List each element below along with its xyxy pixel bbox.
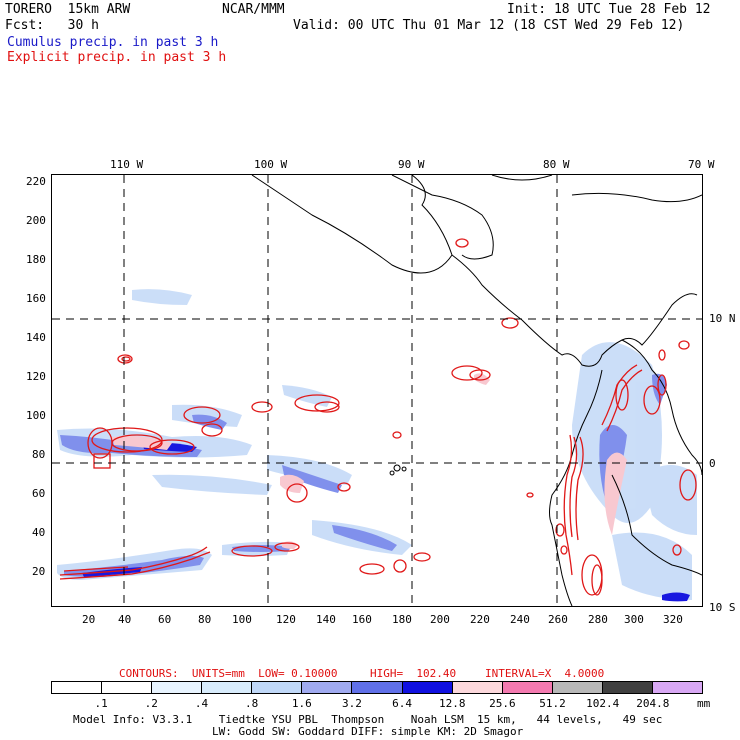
y-tick-20: 20 xyxy=(32,565,46,578)
colorbar-cell xyxy=(52,682,103,693)
x-tick-180: 180 xyxy=(392,613,412,626)
latlon-grid xyxy=(52,175,702,606)
contour-info-high: HIGH= 102.40 xyxy=(370,667,457,680)
lon-label-90w: 90 W xyxy=(398,158,425,171)
colorbar-cell xyxy=(552,682,603,693)
y-tick-200: 200 xyxy=(26,214,46,227)
model-info-line2: LW: Godd SW: Goddard DIFF: simple KM: 2D… xyxy=(212,725,524,738)
precip-map xyxy=(52,175,702,606)
lat-label-10s: 10 S xyxy=(709,601,736,614)
colorbar-label: 1.6 xyxy=(291,697,312,710)
contour-info-prefix: CONTOURS: UNITS=mm LOW= 0.10000 xyxy=(119,667,338,680)
x-tick-280: 280 xyxy=(588,613,608,626)
lon-label-80w: 80 W xyxy=(543,158,570,171)
y-tick-180: 180 xyxy=(26,253,46,266)
x-tick-320: 320 xyxy=(663,613,683,626)
valid-time: Valid: 00 UTC Thu 01 Mar 12 (18 CST Wed … xyxy=(293,18,685,33)
x-tick-120: 120 xyxy=(276,613,296,626)
coastlines xyxy=(251,175,702,606)
colorbar-label: 51.2 xyxy=(539,697,566,710)
y-tick-100: 100 xyxy=(26,409,46,422)
colorbar-label: 6.4 xyxy=(392,697,412,710)
lon-label-100w: 100 W xyxy=(254,158,288,171)
y-tick-80: 80 xyxy=(32,448,46,461)
x-tick-20: 20 xyxy=(82,613,96,626)
y-tick-220: 220 xyxy=(26,175,46,188)
colorbar-cell xyxy=(352,682,403,693)
x-tick-100: 100 xyxy=(232,613,252,626)
x-tick-200: 200 xyxy=(430,613,450,626)
colorbar-cell xyxy=(102,682,153,693)
x-tick-160: 160 xyxy=(352,613,372,626)
field-explicit-label: Explicit precip. in past 3 h xyxy=(7,50,227,65)
colorbar-label: 3.2 xyxy=(341,697,362,710)
model-info-line1: Model Info: V3.3.1 Tiedtke YSU PBL Thomp… xyxy=(73,713,663,726)
colorbar-label: 204.8 xyxy=(636,697,670,710)
colorbar-cell xyxy=(652,682,703,693)
lat-label-10n: 10 N xyxy=(709,312,736,325)
y-tick-160: 160 xyxy=(26,292,46,305)
x-tick-140: 140 xyxy=(316,613,336,626)
colorbar-label: .1 xyxy=(94,697,108,710)
colorbar-label: .4 xyxy=(194,697,209,710)
colorbar-label: 25.6 xyxy=(489,697,516,710)
explicit-precip-pink xyxy=(112,373,627,549)
colorbar-label: .2 xyxy=(144,697,158,710)
lat-label-0: 0 xyxy=(709,457,716,470)
colorbar-cell xyxy=(202,682,253,693)
colorbar-label: 12.8 xyxy=(438,697,466,710)
colorbar-label: .8 xyxy=(244,697,259,710)
colorbar-unit: mm xyxy=(697,697,711,710)
explicit-precip-contours xyxy=(59,238,697,596)
model-name: TORERO 15km ARW xyxy=(5,2,131,17)
map-panel xyxy=(51,174,703,607)
colorbar-cell xyxy=(152,682,203,693)
colorbar-cell xyxy=(252,682,303,693)
y-tick-140: 140 xyxy=(26,331,46,344)
forecast-hour: Fcst: 30 h xyxy=(5,18,99,33)
x-tick-60: 60 xyxy=(158,613,172,626)
contour-info-interval: INTERVAL=X 4.0000 xyxy=(485,667,605,680)
colorbar-cell xyxy=(602,682,653,693)
colorbar-cell xyxy=(302,682,353,693)
x-tick-80: 80 xyxy=(198,613,212,626)
colorbar-cell xyxy=(452,682,503,693)
x-tick-40: 40 xyxy=(118,613,132,626)
init-time: Init: 18 UTC Tue 28 Feb 12 xyxy=(507,2,711,17)
y-tick-120: 120 xyxy=(26,370,46,383)
colorbar-cell xyxy=(502,682,553,693)
x-tick-240: 240 xyxy=(510,613,530,626)
colorbar-cell xyxy=(402,682,453,693)
field-cumulus-label: Cumulus precip. in past 3 h xyxy=(7,35,219,50)
x-tick-220: 220 xyxy=(470,613,490,626)
x-tick-260: 260 xyxy=(548,613,568,626)
colorbar xyxy=(51,681,703,694)
x-tick-300: 300 xyxy=(624,613,644,626)
org-label: NCAR/MMM xyxy=(222,2,285,17)
lon-label-110w: 110 W xyxy=(110,158,144,171)
colorbar-label: 102.4 xyxy=(586,697,620,710)
lon-label-70w: 70 W xyxy=(688,158,715,171)
y-tick-40: 40 xyxy=(32,526,46,539)
y-tick-60: 60 xyxy=(32,487,46,500)
